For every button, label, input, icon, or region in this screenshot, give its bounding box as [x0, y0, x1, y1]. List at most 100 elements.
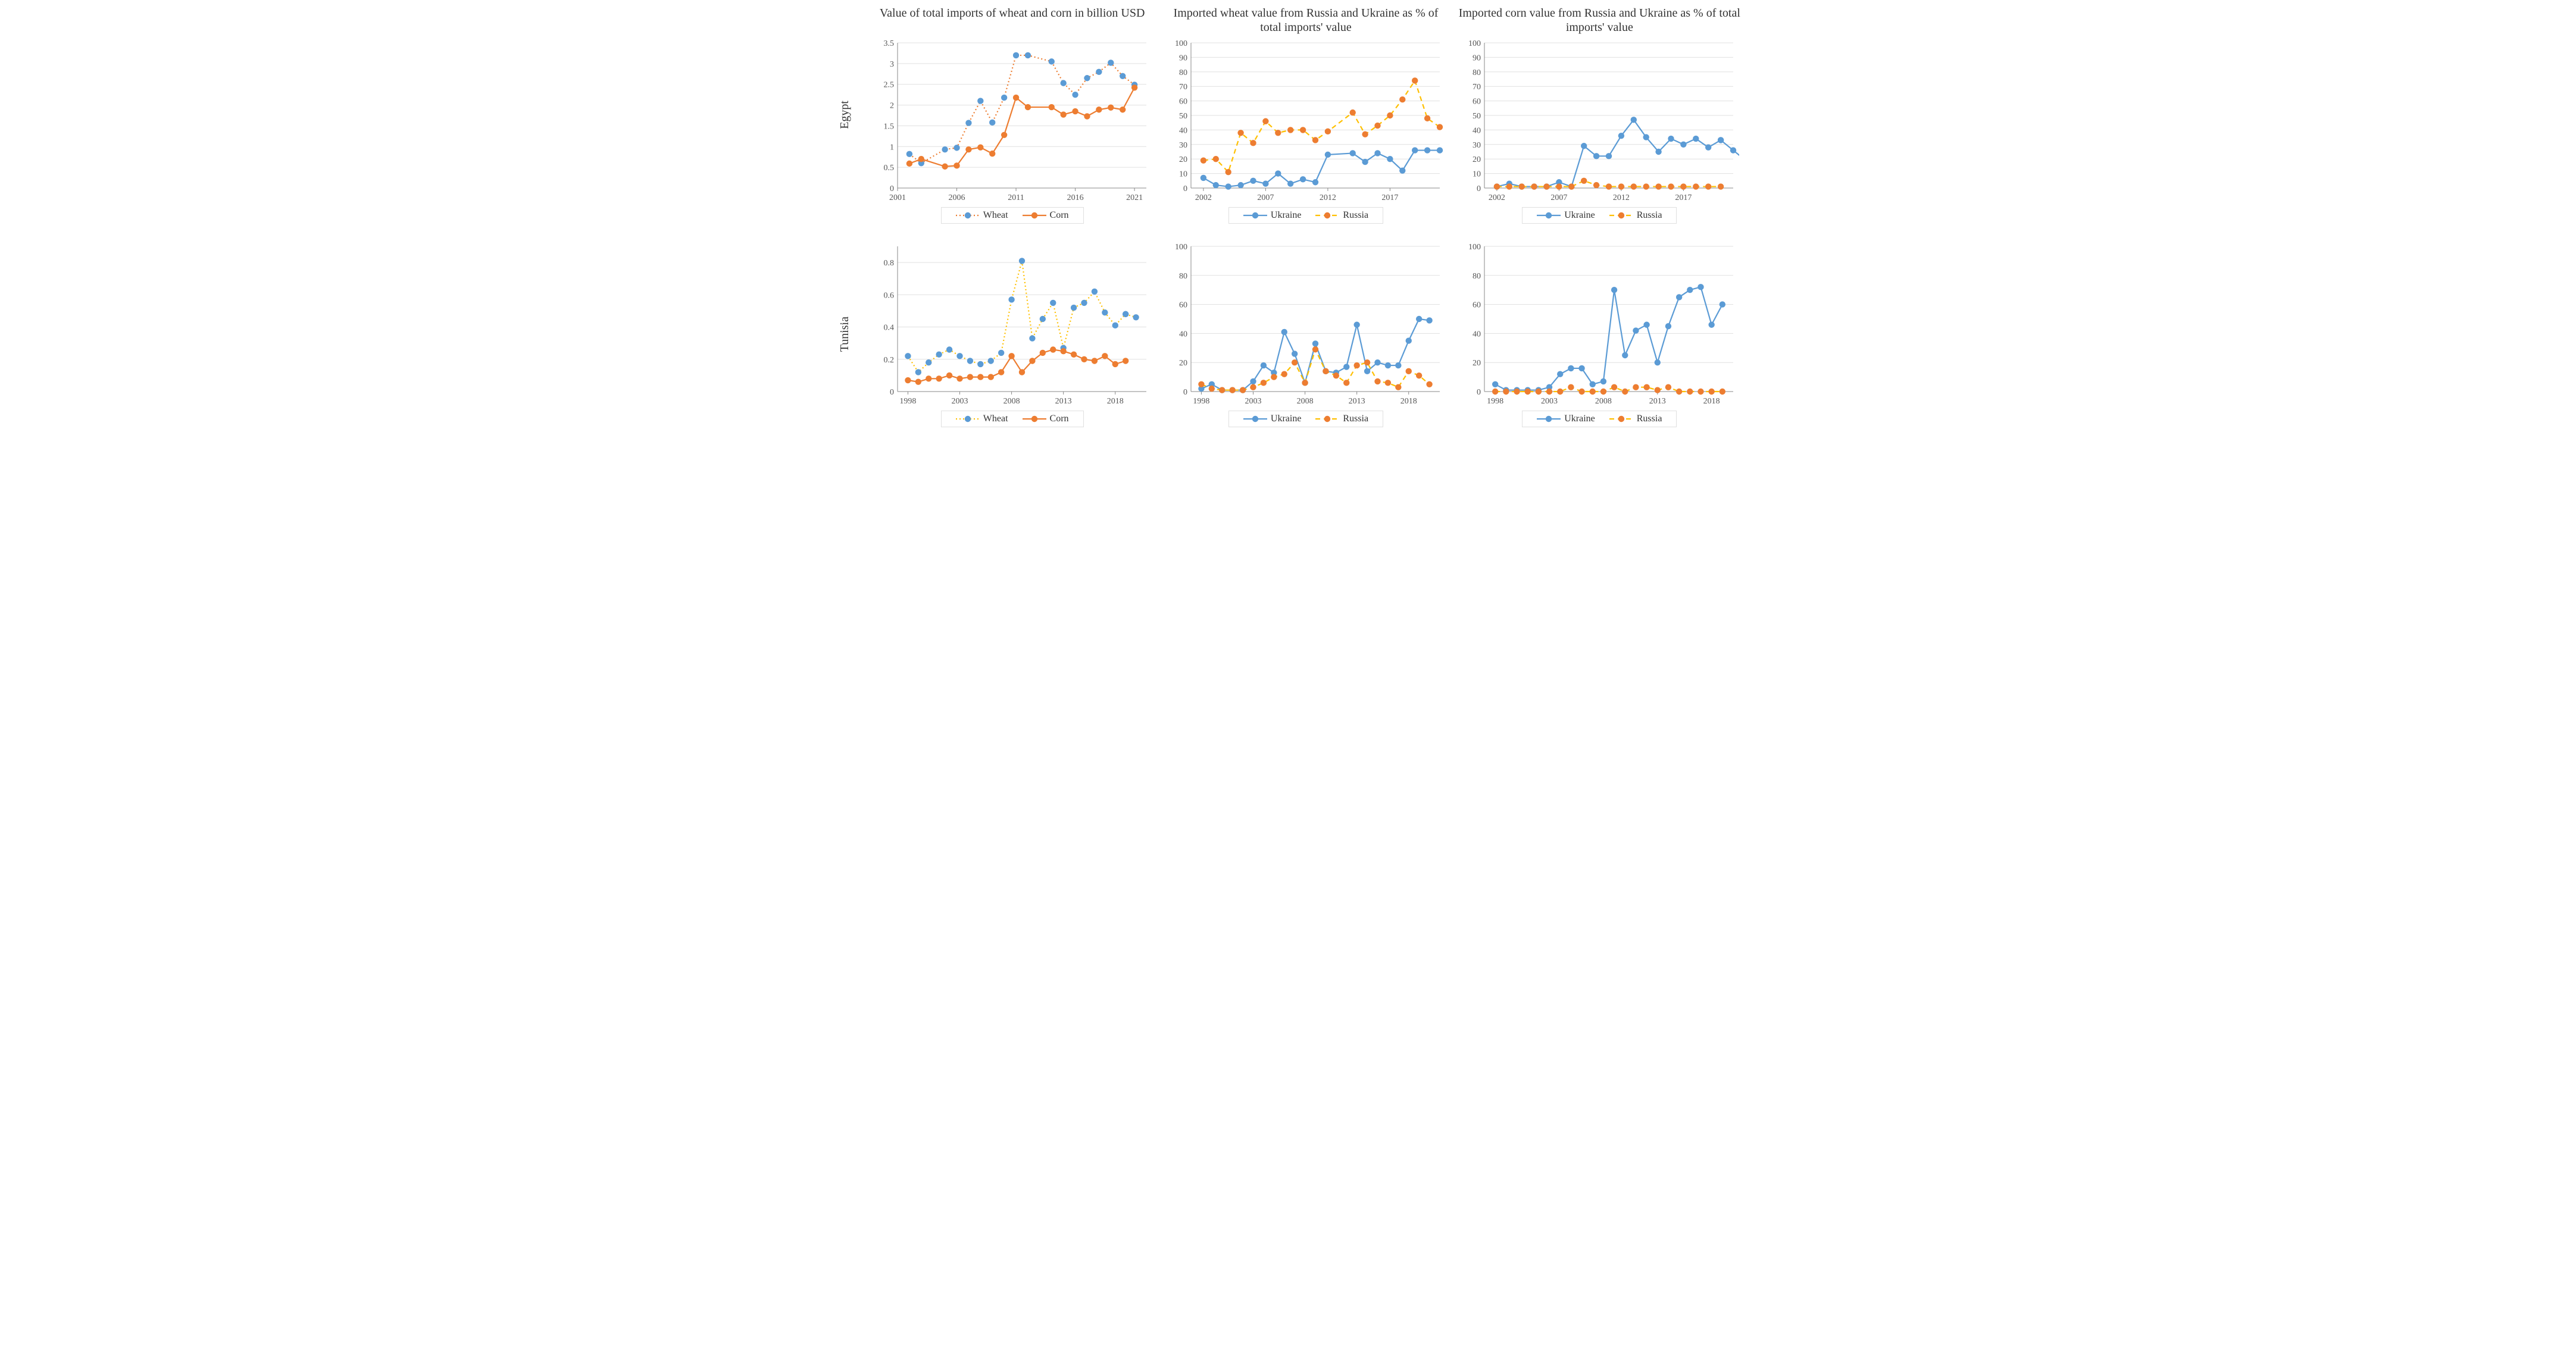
legend-label: Russia	[1637, 210, 1662, 221]
svg-text:90: 90	[1179, 54, 1187, 62]
svg-text:2016: 2016	[1067, 193, 1083, 202]
svg-text:2008: 2008	[1003, 397, 1020, 406]
svg-text:40: 40	[1473, 330, 1481, 339]
svg-text:70: 70	[1473, 83, 1481, 92]
panel-egypt_corn_pct: Imported corn value from Russia and Ukra…	[1459, 6, 1740, 224]
legend-label: Russia	[1637, 414, 1662, 424]
panel-grid: Egypt Value of total imports of wheat and…	[836, 6, 1740, 427]
svg-text:2008: 2008	[1595, 397, 1612, 406]
legend-label: Ukraine	[1271, 210, 1302, 221]
legend-item: Russia	[1609, 414, 1662, 424]
svg-text:0.6: 0.6	[883, 291, 894, 300]
legend-item: Corn	[1023, 414, 1069, 424]
svg-text:1998: 1998	[899, 397, 916, 406]
legend-label: Wheat	[983, 414, 1008, 424]
svg-text:2017: 2017	[1675, 193, 1692, 202]
svg-text:2006: 2006	[948, 193, 965, 202]
svg-text:20: 20	[1179, 155, 1187, 164]
legend-label: Ukraine	[1564, 210, 1595, 221]
svg-text:0: 0	[1183, 184, 1187, 193]
svg-text:0: 0	[890, 184, 894, 193]
svg-text:60: 60	[1179, 301, 1187, 310]
svg-text:20: 20	[1473, 359, 1481, 368]
panel-title: Imported corn value from Russia and Ukra…	[1459, 6, 1740, 37]
svg-text:50: 50	[1179, 112, 1187, 121]
svg-text:3.5: 3.5	[883, 39, 894, 48]
svg-text:0: 0	[1477, 388, 1481, 397]
svg-text:60: 60	[1473, 98, 1481, 107]
panel-title: Imported wheat value from Russia and Ukr…	[1165, 6, 1446, 37]
panel-title: Value of total imports of wheat and corn…	[871, 6, 1153, 37]
chart-svg: 01020304050607080901002002200720122017	[1166, 38, 1446, 205]
svg-text:2003: 2003	[1541, 397, 1558, 406]
legend: Ukraine Russia	[1228, 207, 1383, 224]
svg-text:2008: 2008	[1297, 397, 1314, 406]
svg-text:2007: 2007	[1551, 193, 1568, 202]
svg-text:80: 80	[1473, 272, 1481, 281]
chart-svg: 02040608010019982003200820132018	[1459, 242, 1739, 408]
svg-text:100: 100	[1468, 243, 1481, 252]
svg-text:2018: 2018	[1106, 397, 1123, 406]
legend-label: Wheat	[983, 210, 1008, 221]
chart-svg: 01020304050607080901002002200720122017	[1459, 38, 1739, 205]
legend-item: Corn	[1023, 210, 1069, 221]
svg-text:2002: 2002	[1195, 193, 1212, 202]
svg-text:60: 60	[1179, 98, 1187, 107]
row-label: Egypt	[836, 101, 859, 129]
svg-text:2013: 2013	[1349, 397, 1365, 406]
svg-text:20: 20	[1179, 359, 1187, 368]
legend: Ukraine Russia	[1522, 411, 1677, 427]
legend-label: Russia	[1343, 414, 1368, 424]
svg-text:20: 20	[1473, 155, 1481, 164]
svg-text:60: 60	[1473, 301, 1481, 310]
svg-text:2007: 2007	[1257, 193, 1274, 202]
legend-item: Russia	[1315, 210, 1368, 221]
legend-label: Corn	[1050, 210, 1069, 221]
svg-text:30: 30	[1473, 141, 1481, 150]
panel-egypt_wheat_pct: Imported wheat value from Russia and Ukr…	[1165, 6, 1446, 224]
svg-text:2021: 2021	[1126, 193, 1143, 202]
legend-label: Ukraine	[1564, 414, 1595, 424]
svg-text:10: 10	[1179, 170, 1187, 179]
legend: Ukraine Russia	[1228, 411, 1383, 427]
svg-text:2003: 2003	[951, 397, 968, 406]
svg-text:40: 40	[1179, 330, 1187, 339]
legend-item: Russia	[1315, 414, 1368, 424]
legend-label: Corn	[1050, 414, 1069, 424]
svg-text:80: 80	[1473, 68, 1481, 77]
legend-item: Wheat	[956, 414, 1008, 424]
svg-text:100: 100	[1175, 39, 1187, 48]
panel-egypt_imports: Value of total imports of wheat and corn…	[871, 6, 1153, 224]
svg-text:2012: 2012	[1613, 193, 1630, 202]
legend-item: Russia	[1609, 210, 1662, 221]
panel-tunisia_corn_pct: 02040608010019982003200820132018UkraineR…	[1459, 242, 1740, 427]
chart-svg: 02040608010019982003200820132018	[1166, 242, 1446, 408]
svg-text:2012: 2012	[1320, 193, 1336, 202]
svg-text:2011: 2011	[1008, 193, 1024, 202]
figure-root: Egypt Value of total imports of wheat and…	[836, 6, 1740, 427]
chart-svg: 00.20.40.60.819982003200820132018	[873, 242, 1152, 408]
svg-text:0.5: 0.5	[883, 164, 894, 173]
svg-text:100: 100	[1175, 243, 1187, 252]
svg-text:1: 1	[890, 143, 894, 152]
svg-text:0.4: 0.4	[883, 324, 894, 333]
svg-text:1998: 1998	[1487, 397, 1504, 406]
svg-text:2018: 2018	[1400, 397, 1417, 406]
legend-item: Wheat	[956, 210, 1008, 221]
legend-item: Ukraine	[1243, 414, 1302, 424]
panel-tunisia_wheat_pct: 02040608010019982003200820132018UkraineR…	[1165, 242, 1446, 427]
legend-item: Ukraine	[1537, 414, 1595, 424]
svg-text:90: 90	[1473, 54, 1481, 62]
svg-text:80: 80	[1179, 272, 1187, 281]
svg-text:50: 50	[1473, 112, 1481, 121]
svg-text:2013: 2013	[1649, 397, 1666, 406]
svg-text:0: 0	[1477, 184, 1481, 193]
svg-text:40: 40	[1473, 126, 1481, 135]
svg-text:2002: 2002	[1489, 193, 1505, 202]
legend-item: Ukraine	[1537, 210, 1595, 221]
svg-text:0: 0	[1183, 388, 1187, 397]
chart-svg: 00.511.522.533.520012006201120162021	[873, 38, 1152, 205]
svg-text:2: 2	[890, 102, 894, 111]
svg-text:10: 10	[1473, 170, 1481, 179]
svg-text:40: 40	[1179, 126, 1187, 135]
